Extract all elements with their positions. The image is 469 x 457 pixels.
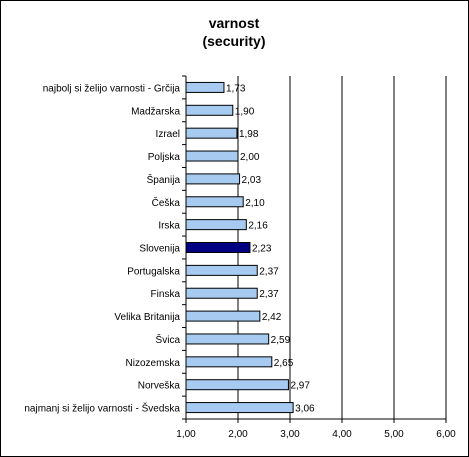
value-label: 2,23 <box>252 244 272 255</box>
value-label: 2,16 <box>248 221 268 232</box>
value-label: 1,90 <box>235 106 255 117</box>
bar <box>185 173 241 185</box>
chart-title-line-1: varnost <box>209 15 260 31</box>
x-tick-label: 4,00 <box>332 429 352 440</box>
value-label: 2,59 <box>271 335 291 346</box>
bar <box>185 81 225 93</box>
category-label: Slovenija <box>139 244 180 255</box>
bar <box>185 333 270 345</box>
value-label: 2,00 <box>240 152 260 163</box>
bar <box>185 196 244 208</box>
bar <box>185 219 247 231</box>
category-label: Finska <box>151 289 181 300</box>
bar <box>185 356 273 368</box>
value-label: 2,42 <box>262 312 282 323</box>
x-tick-label: 5,00 <box>384 429 404 440</box>
category-label: Češka <box>152 196 181 209</box>
value-label: 2,37 <box>259 266 279 277</box>
category-label: Madžarska <box>131 106 180 117</box>
category-label: Norveška <box>138 381 181 392</box>
category-label: Portugalska <box>127 266 180 277</box>
bar <box>185 287 258 299</box>
value-label: 2,37 <box>259 289 279 300</box>
value-label: 1,98 <box>239 129 259 140</box>
value-label: 2,03 <box>242 175 262 186</box>
chart-title-line-2: (security) <box>202 33 265 49</box>
bar <box>185 127 238 139</box>
category-label: Irska <box>158 221 180 232</box>
value-label: 2,97 <box>290 381 310 392</box>
x-tick-label: 1,00 <box>176 429 196 440</box>
bar <box>185 402 294 414</box>
x-tick-label: 6,00 <box>436 429 456 440</box>
category-label: najbolj si želijo varnosti - Grčija <box>43 83 181 94</box>
bar <box>185 379 289 391</box>
bars <box>185 81 294 414</box>
bar-highlighted <box>185 242 251 253</box>
category-label: Nizozemska <box>126 358 181 369</box>
labels: 1,73 najbolj si želijo varnosti - Grčija 1… <box>24 83 456 440</box>
x-tick-label: 3,00 <box>280 429 300 440</box>
value-label: 3,06 <box>295 404 315 415</box>
category-label: Poljska <box>148 152 181 163</box>
category-label: Švica <box>156 333 181 346</box>
bar <box>185 264 258 276</box>
category-label: Španija <box>147 173 181 186</box>
category-label: Velika Britanija <box>114 312 180 323</box>
bar <box>185 150 239 162</box>
x-tick-label: 2,00 <box>228 429 248 440</box>
value-label: 2,10 <box>245 198 265 209</box>
value-label: 2,65 <box>274 358 294 369</box>
bar <box>185 310 261 322</box>
value-label: 1,73 <box>226 83 246 94</box>
bar <box>185 104 234 116</box>
axes <box>182 75 447 423</box>
category-label: najmanj si želijo varnosti - Švedska <box>24 402 180 415</box>
category-label: Izrael <box>156 129 180 140</box>
